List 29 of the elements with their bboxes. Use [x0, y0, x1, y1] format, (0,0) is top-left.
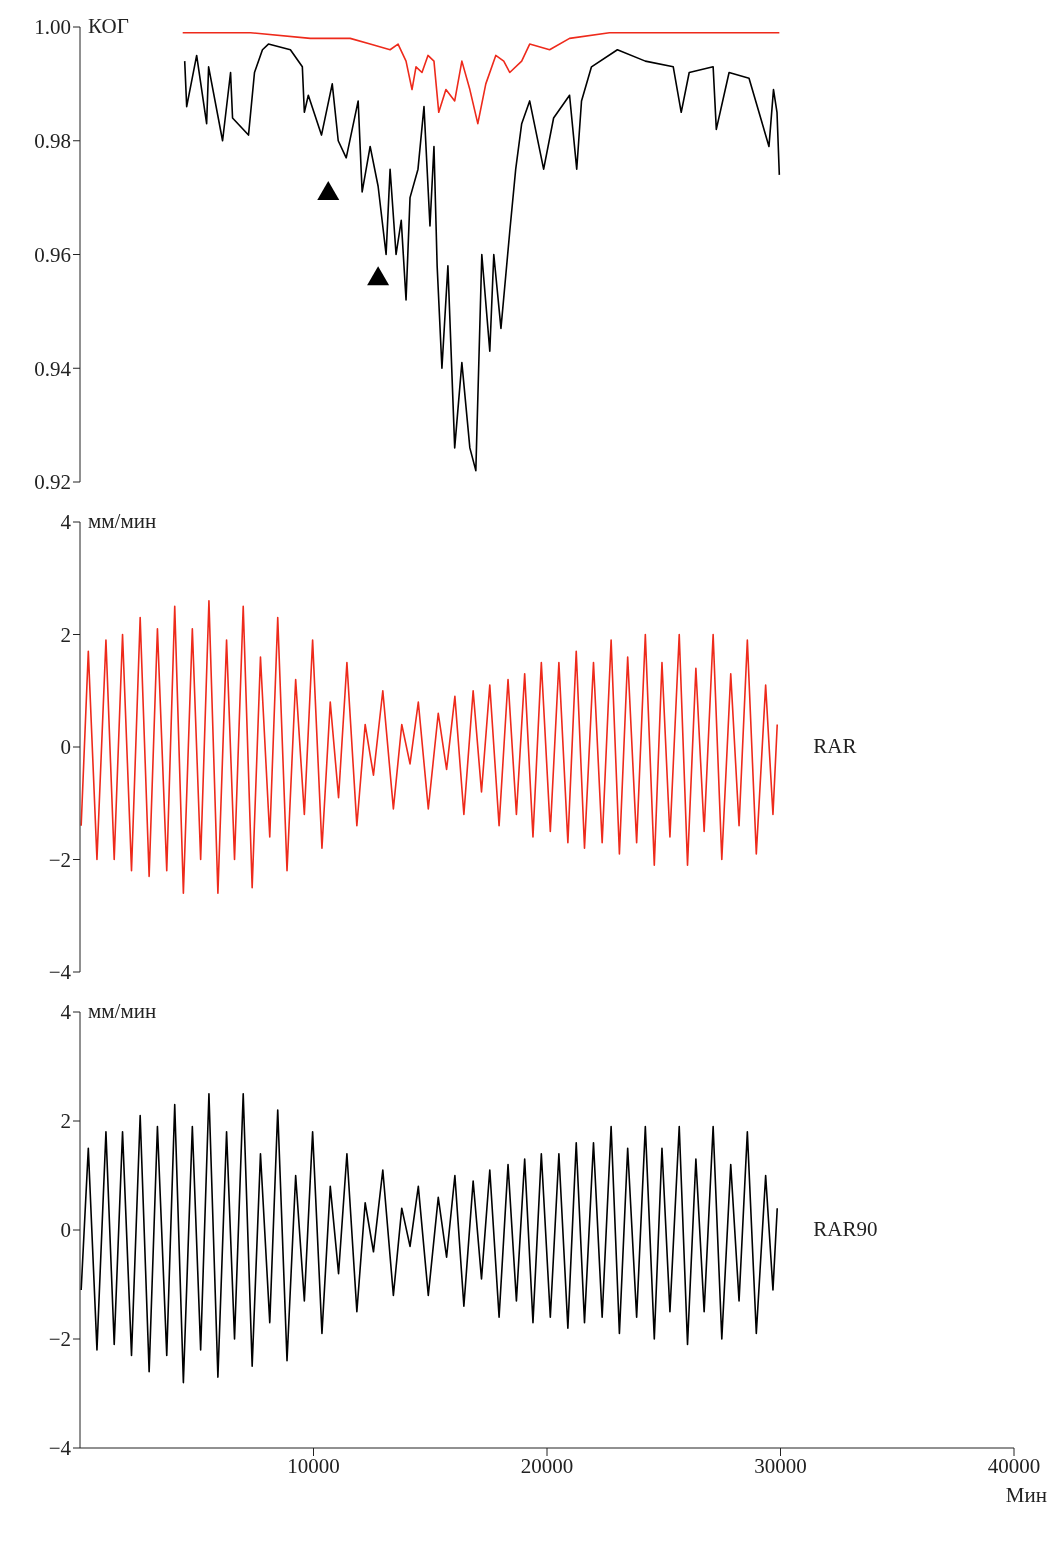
y-axis-title: мм/мин	[88, 509, 157, 534]
y-tick-label: 4	[60, 510, 72, 535]
y-tick-label: −4	[48, 1436, 72, 1461]
series-label: RAR90	[813, 1217, 878, 1242]
line-series	[80, 599, 779, 895]
y-tick-label: 0.96	[34, 242, 71, 267]
line-series	[183, 43, 781, 472]
y-tick-label: 2	[60, 1109, 71, 1134]
y-tick-label: 0.94	[34, 356, 72, 381]
y-tick-label: −2	[48, 847, 71, 872]
y-tick-label: 1.00	[34, 15, 71, 40]
y-tick-label: 0	[60, 735, 71, 760]
y-tick-label: 0.92	[34, 470, 71, 495]
x-tick-label: 40000	[987, 1453, 1041, 1478]
x-tick-label: 20000	[520, 1453, 574, 1478]
x-tick-label: 30000	[754, 1453, 807, 1478]
x-tick-label: 10000	[287, 1453, 340, 1478]
y-tick-label: 0	[60, 1218, 71, 1243]
x-axis-title: Мин	[1005, 1483, 1047, 1508]
line-series	[80, 1092, 779, 1384]
y-tick-label: 4	[60, 1000, 72, 1025]
y-axis-title: мм/мин	[88, 999, 157, 1024]
y-tick-label: −2	[48, 1327, 71, 1352]
y-tick-label: 2	[60, 622, 71, 647]
series-label: RAR	[813, 734, 857, 759]
y-axis-title: КОГ	[88, 14, 129, 39]
y-tick-label: −4	[48, 960, 72, 985]
line-series	[181, 31, 781, 125]
y-tick-label: 0.98	[34, 129, 71, 154]
